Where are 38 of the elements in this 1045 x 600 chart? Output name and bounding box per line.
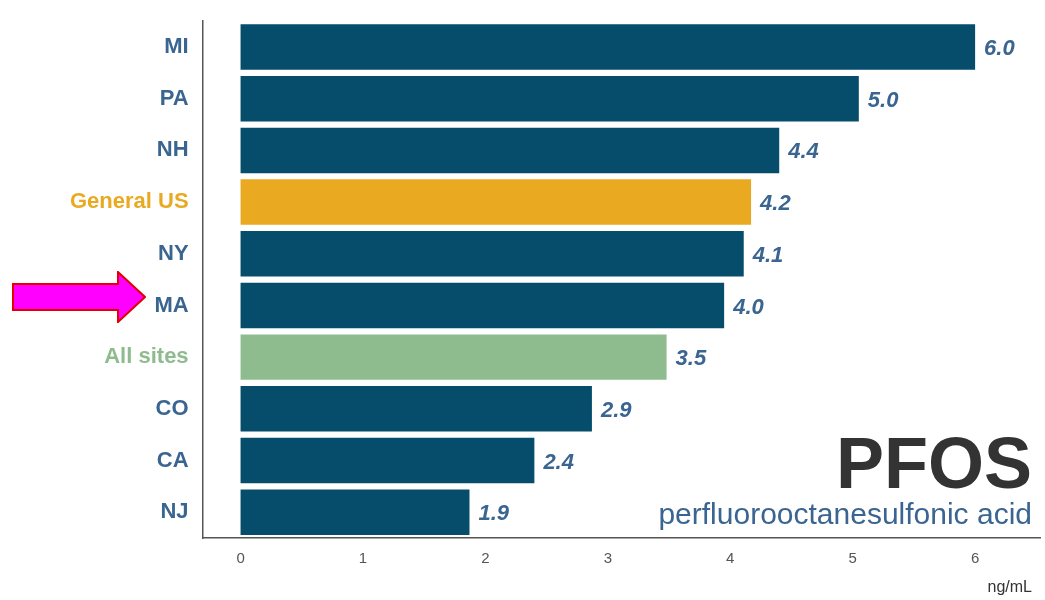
bar — [240, 231, 744, 277]
x-tick-label: 1 — [358, 549, 368, 567]
x-tick-label: 6 — [970, 549, 980, 567]
y-tick-label: NY — [158, 239, 189, 265]
data-label: 2.4 — [542, 448, 574, 474]
x-axis-title: ng/mL — [987, 578, 1033, 595]
bar — [240, 489, 470, 535]
bar — [240, 24, 976, 70]
data-label: 6.0 — [984, 35, 1016, 61]
data-label: 4.2 — [759, 190, 792, 216]
data-label: 4.1 — [751, 241, 784, 267]
data-label: 4.4 — [787, 138, 819, 164]
y-tick-label: MI — [164, 33, 189, 59]
y-tick-label: General US — [70, 188, 189, 214]
bar — [240, 282, 725, 329]
bar — [240, 75, 859, 122]
bar — [240, 179, 752, 225]
data-label: 1.9 — [478, 500, 510, 526]
bar — [240, 334, 667, 380]
bar — [240, 127, 780, 174]
x-tick-label: 0 — [236, 549, 245, 567]
x-tick-label: 2 — [481, 549, 490, 567]
y-tick-label: CA — [156, 446, 189, 472]
y-tick-label: MA — [154, 291, 189, 317]
bar — [240, 437, 535, 484]
y-tick-label: PA — [159, 84, 189, 110]
data-label: 3.5 — [675, 345, 707, 371]
data-label: 2.9 — [599, 396, 633, 422]
y-tick-label: NJ — [160, 498, 189, 524]
x-tick-label: 5 — [848, 549, 857, 567]
data-label: 5.0 — [867, 86, 900, 112]
x-tick-label: 4 — [726, 549, 735, 567]
y-tick-label: CO — [155, 394, 189, 420]
y-tick-label: NH — [156, 136, 189, 162]
y-tick-label: All sites — [104, 343, 189, 369]
bar — [240, 386, 592, 432]
x-tick-label: 3 — [603, 549, 613, 567]
data-label: 4.0 — [732, 293, 765, 319]
